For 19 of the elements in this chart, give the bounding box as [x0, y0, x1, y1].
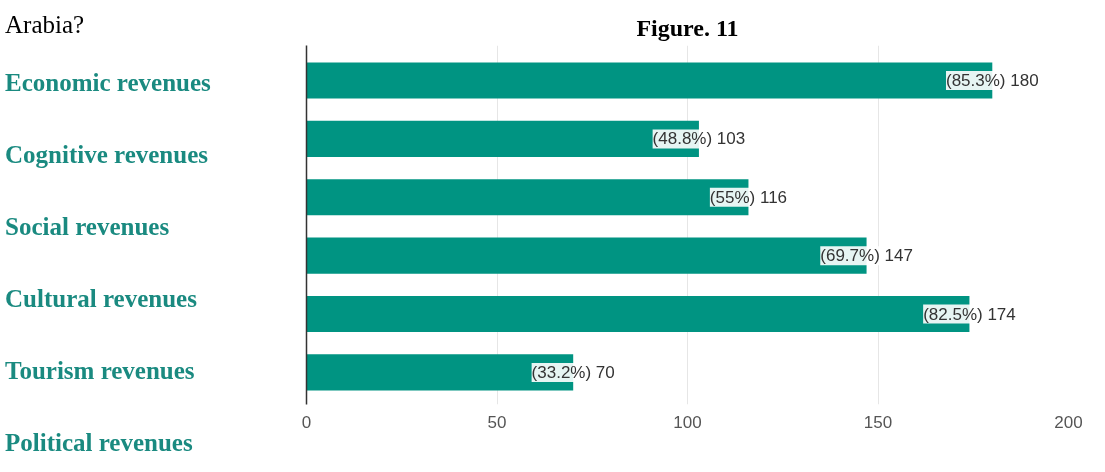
- x-tick-label: 200: [1054, 412, 1083, 432]
- text: Cognitive revenues: [5, 140, 209, 170]
- data-label: (33.2%) 70: [531, 362, 615, 382]
- data-label: (82.5%) 174: [923, 304, 1016, 324]
- x-tick-label: 100: [673, 412, 702, 432]
- text: Social revenues: [5, 212, 171, 242]
- text: Political revenues: [5, 428, 194, 458]
- x-tick-label: 150: [863, 412, 893, 432]
- x-tick-label: 50: [487, 412, 507, 432]
- text: Cultural revenues: [5, 284, 198, 314]
- text: Economic revenues: [5, 68, 211, 98]
- data-label: (48.8%) 103: [652, 129, 746, 149]
- chart-title: Figure. 11: [636, 14, 739, 41]
- text: Tourism revenues: [5, 356, 196, 386]
- x-tick-label: 0: [301, 412, 312, 432]
- data-label: (69.7%) 147: [820, 246, 913, 266]
- text: Arabia?: [5, 10, 86, 40]
- data-label: (55%) 116: [709, 187, 788, 207]
- data-label: (85.3%) 180: [945, 71, 1039, 91]
